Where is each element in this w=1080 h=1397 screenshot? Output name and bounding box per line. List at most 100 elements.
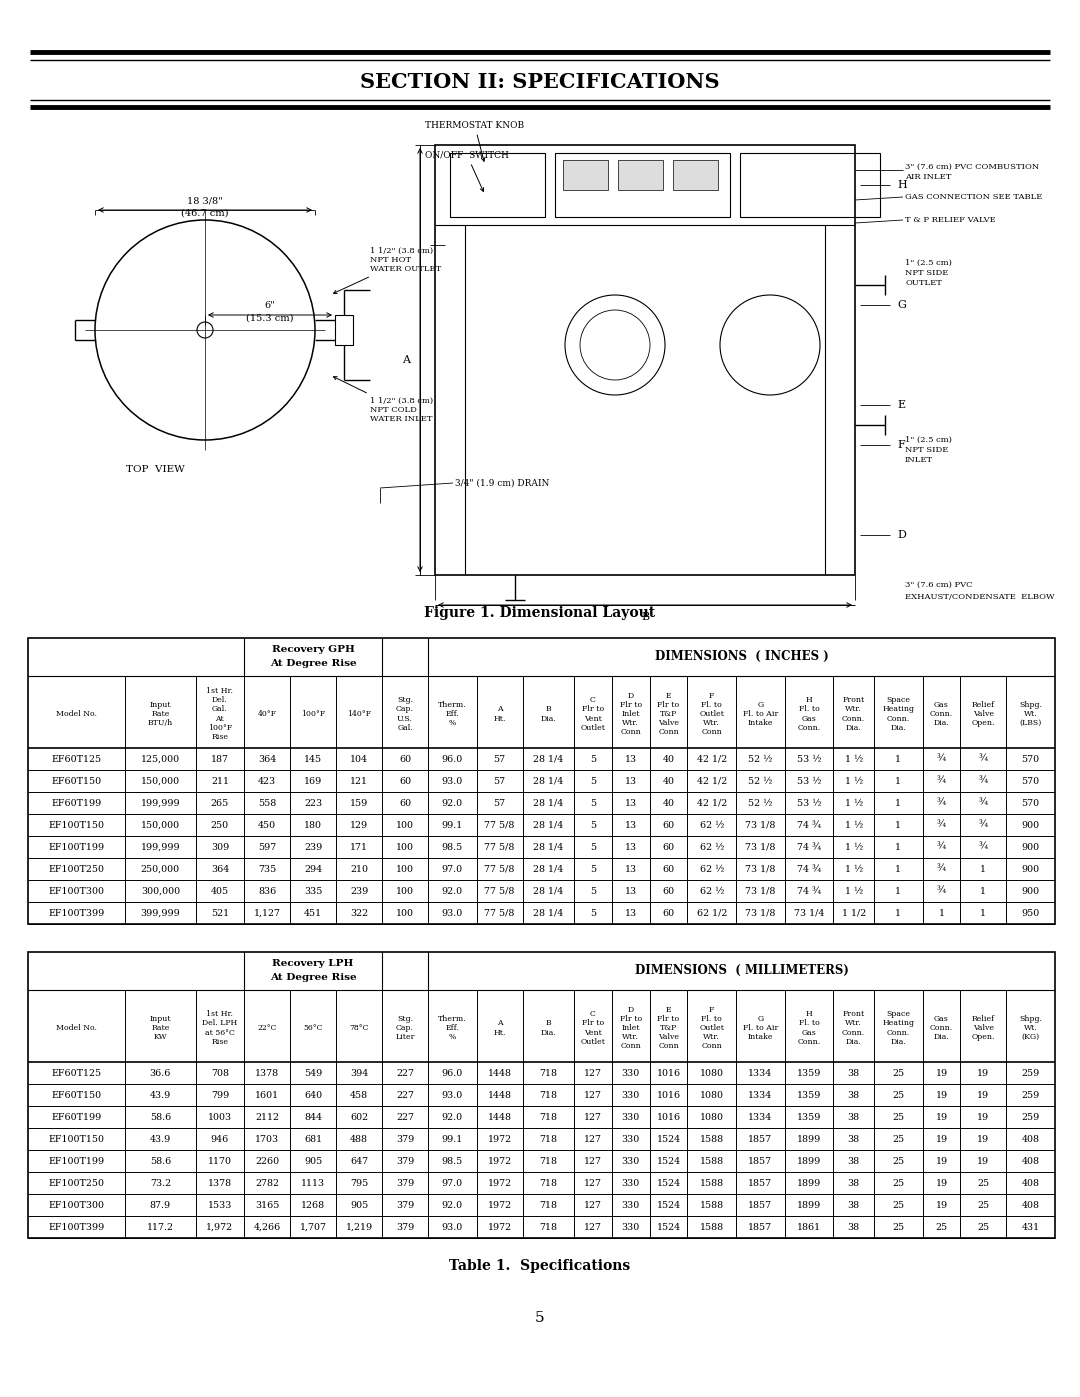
- Text: ¾: ¾: [937, 777, 946, 785]
- Text: ¾: ¾: [978, 754, 988, 764]
- Text: 57: 57: [494, 799, 505, 807]
- Text: EF100T199: EF100T199: [49, 842, 105, 852]
- Text: 597: 597: [258, 842, 276, 852]
- Text: 1: 1: [895, 777, 901, 785]
- Text: 98.5: 98.5: [442, 842, 463, 852]
- Text: A
Ht.: A Ht.: [494, 705, 505, 722]
- Text: 1359: 1359: [797, 1112, 821, 1122]
- Bar: [28, 638, 1055, 923]
- Text: 43.9: 43.9: [150, 1091, 171, 1099]
- Text: 1899: 1899: [797, 1179, 821, 1187]
- Text: 1857: 1857: [748, 1222, 772, 1232]
- Text: 239: 239: [350, 887, 368, 895]
- Text: 28 1/4: 28 1/4: [534, 842, 564, 852]
- Text: EF100T399: EF100T399: [49, 1222, 105, 1232]
- Text: 718: 718: [539, 1091, 557, 1099]
- Text: 60: 60: [662, 820, 675, 830]
- Text: 1972: 1972: [487, 1200, 512, 1210]
- Text: Space
Heating
Conn.
Dia.: Space Heating Conn. Dia.: [882, 696, 915, 732]
- Text: 13: 13: [624, 799, 637, 807]
- Text: 1899: 1899: [797, 1157, 821, 1165]
- Text: 1 1/2" (3.8 cm)
NPT COLD
WATER INLET: 1 1/2" (3.8 cm) NPT COLD WATER INLET: [334, 377, 433, 423]
- Text: 62 1/2: 62 1/2: [697, 908, 727, 918]
- Text: E
Flr to
T&P
Valve
Conn: E Flr to T&P Valve Conn: [658, 692, 679, 736]
- Text: 1" (2.5 cm): 1" (2.5 cm): [905, 258, 951, 267]
- Text: 19: 19: [977, 1091, 989, 1099]
- Text: 87.9: 87.9: [150, 1200, 171, 1210]
- Text: 1378: 1378: [255, 1069, 280, 1077]
- Text: 38: 38: [848, 1200, 860, 1210]
- Text: 905: 905: [303, 1157, 322, 1165]
- Text: 1 1/2: 1 1/2: [841, 908, 866, 918]
- Text: 1268: 1268: [301, 1200, 325, 1210]
- Text: 13: 13: [624, 887, 637, 895]
- Text: Relief
Valve
Open.: Relief Valve Open.: [972, 701, 995, 728]
- Text: 227: 227: [396, 1091, 414, 1099]
- Text: H
Fl. to
Gas
Conn.: H Fl. to Gas Conn.: [797, 696, 821, 732]
- Text: 1: 1: [895, 799, 901, 807]
- Text: 1080: 1080: [700, 1069, 724, 1077]
- Text: 458: 458: [350, 1091, 368, 1099]
- Text: 1972: 1972: [487, 1179, 512, 1187]
- Text: 735: 735: [258, 865, 276, 873]
- Text: 1,127: 1,127: [254, 908, 281, 918]
- Text: 100°F: 100°F: [301, 710, 325, 718]
- Text: EF100T250: EF100T250: [49, 1179, 105, 1187]
- Text: ¾: ¾: [937, 754, 946, 764]
- Text: 28 1/4: 28 1/4: [534, 865, 564, 873]
- Text: 100: 100: [396, 842, 414, 852]
- Text: 38: 38: [848, 1134, 860, 1144]
- Text: 1st Hr.
Del.
Gal.
At
100°F
Rise: 1st Hr. Del. Gal. At 100°F Rise: [206, 687, 233, 740]
- Text: 25: 25: [892, 1200, 904, 1210]
- Text: 1: 1: [895, 865, 901, 873]
- Text: 227: 227: [396, 1069, 414, 1077]
- Text: 73 1/4: 73 1/4: [794, 908, 824, 918]
- Text: 127: 127: [584, 1069, 602, 1077]
- Text: Shpg.
Wt.
(KG): Shpg. Wt. (KG): [1020, 1014, 1042, 1041]
- Text: 1 1/2" (3.8 cm)
NPT HOT
WATER OUTLET: 1 1/2" (3.8 cm) NPT HOT WATER OUTLET: [334, 247, 442, 293]
- Text: Input
Rate
BTU/h: Input Rate BTU/h: [148, 701, 173, 728]
- Text: F: F: [897, 440, 905, 450]
- Text: 570: 570: [1022, 799, 1040, 807]
- Text: 799: 799: [211, 1091, 229, 1099]
- Text: 28 1/4: 28 1/4: [534, 777, 564, 785]
- Text: E: E: [897, 400, 905, 409]
- Text: 2112: 2112: [255, 1112, 280, 1122]
- Text: 127: 127: [584, 1222, 602, 1232]
- Text: 900: 900: [1022, 865, 1040, 873]
- Text: 57: 57: [494, 754, 505, 764]
- Text: 379: 379: [396, 1157, 414, 1165]
- Text: 558: 558: [258, 799, 276, 807]
- Text: A
Ht.: A Ht.: [494, 1020, 505, 1037]
- Text: 28 1/4: 28 1/4: [534, 799, 564, 807]
- Text: 1016: 1016: [657, 1112, 680, 1122]
- Text: 900: 900: [1022, 842, 1040, 852]
- Text: 1899: 1899: [797, 1134, 821, 1144]
- Text: 52 ½: 52 ½: [748, 754, 772, 764]
- Text: 1972: 1972: [487, 1222, 512, 1232]
- Text: 718: 718: [539, 1222, 557, 1232]
- Text: 19: 19: [935, 1069, 947, 1077]
- Text: 1588: 1588: [700, 1134, 724, 1144]
- Text: 259: 259: [1022, 1091, 1040, 1099]
- Text: C
Flr to
Vent
Outlet: C Flr to Vent Outlet: [580, 696, 606, 732]
- Text: 408: 408: [1022, 1157, 1040, 1165]
- Text: 199,999: 199,999: [140, 799, 180, 807]
- Text: 1359: 1359: [797, 1069, 821, 1077]
- Text: 1 ½: 1 ½: [845, 842, 863, 852]
- Text: 77 5/8: 77 5/8: [485, 908, 515, 918]
- Text: ¾: ¾: [937, 865, 946, 873]
- Text: 53 ½: 53 ½: [797, 799, 821, 807]
- Text: 28 1/4: 28 1/4: [534, 887, 564, 895]
- Text: C
Flr to
Vent
Outlet: C Flr to Vent Outlet: [580, 1010, 606, 1046]
- Text: 300,000: 300,000: [140, 887, 180, 895]
- Text: 13: 13: [624, 754, 637, 764]
- Text: 1448: 1448: [487, 1091, 512, 1099]
- Text: 718: 718: [539, 1200, 557, 1210]
- Text: 330: 330: [622, 1134, 639, 1144]
- Text: 38: 38: [848, 1069, 860, 1077]
- Text: 335: 335: [303, 887, 322, 895]
- Text: EF60T150: EF60T150: [52, 777, 102, 785]
- Text: 73 1/8: 73 1/8: [745, 865, 775, 873]
- Text: 159: 159: [350, 799, 368, 807]
